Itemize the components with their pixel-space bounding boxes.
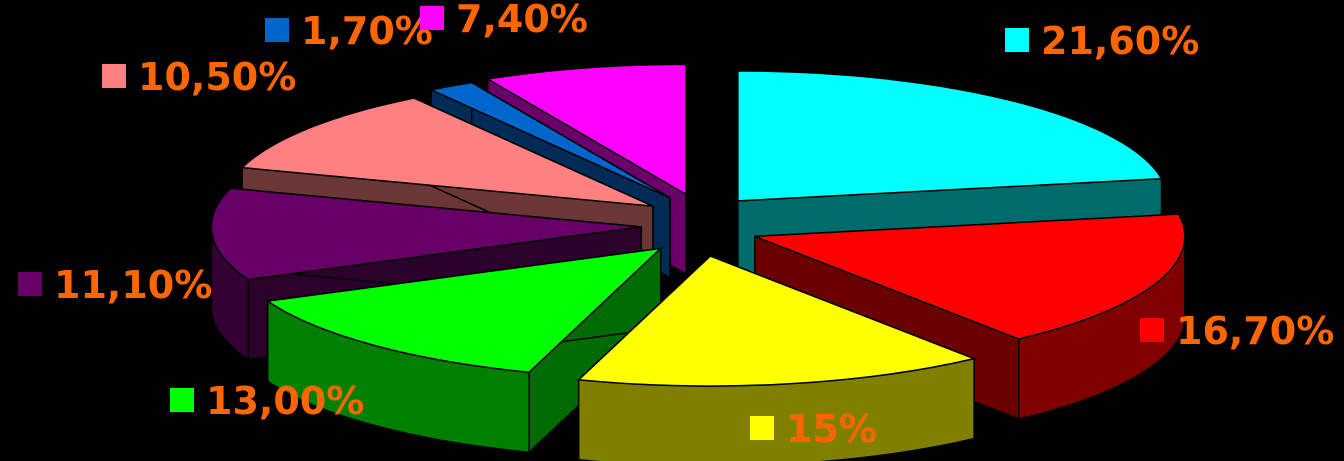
- pie-slice-top: [737, 70, 1163, 202]
- slice-value-label: 7,40%: [456, 0, 588, 41]
- slice-label: 21,60%: [1005, 19, 1199, 63]
- slice-label: 11,10%: [18, 263, 212, 307]
- slice-value-label: 15%: [786, 407, 877, 451]
- pie-slice-top: [210, 187, 642, 281]
- pie-slice-top: [240, 97, 654, 207]
- legend-swatch: [420, 6, 444, 30]
- slice-label: 10,50%: [102, 55, 296, 99]
- slice-value-label: 1,70%: [301, 9, 433, 53]
- slice-value-label: 11,10%: [54, 263, 212, 307]
- slice-label: 15%: [750, 407, 877, 451]
- slice-label: 1,70%: [265, 9, 433, 53]
- slice-value-label: 21,60%: [1041, 19, 1199, 63]
- pie-slice-top: [576, 255, 977, 387]
- legend-swatch: [102, 64, 126, 88]
- legend-swatch: [170, 388, 194, 412]
- pie-slice-top: [428, 81, 671, 199]
- slice-value-label: 13,00%: [206, 379, 364, 423]
- slice-label: 7,40%: [420, 0, 588, 41]
- legend-swatch: [18, 272, 42, 296]
- slice-value-label: 10,50%: [138, 55, 296, 99]
- slice-label: 16,70%: [1140, 309, 1334, 353]
- legend-swatch: [265, 18, 289, 42]
- pie-slice-top: [265, 247, 663, 373]
- pie-slice: [576, 254, 977, 461]
- pie-slices: [210, 63, 1186, 461]
- legend-swatch: [1140, 318, 1164, 342]
- slice-value-label: 16,70%: [1176, 309, 1334, 353]
- pie-slice-top: [754, 213, 1186, 340]
- slice-label: 13,00%: [170, 379, 364, 423]
- pie-slice: [265, 246, 663, 454]
- legend-swatch: [750, 416, 774, 440]
- legend-swatch: [1005, 28, 1029, 52]
- pie-slice-top: [485, 63, 687, 196]
- pie-labels: 21,60% 16,70% 15% 13,00% 11,10% 10,50%1,70% 7,…: [18, 0, 1334, 451]
